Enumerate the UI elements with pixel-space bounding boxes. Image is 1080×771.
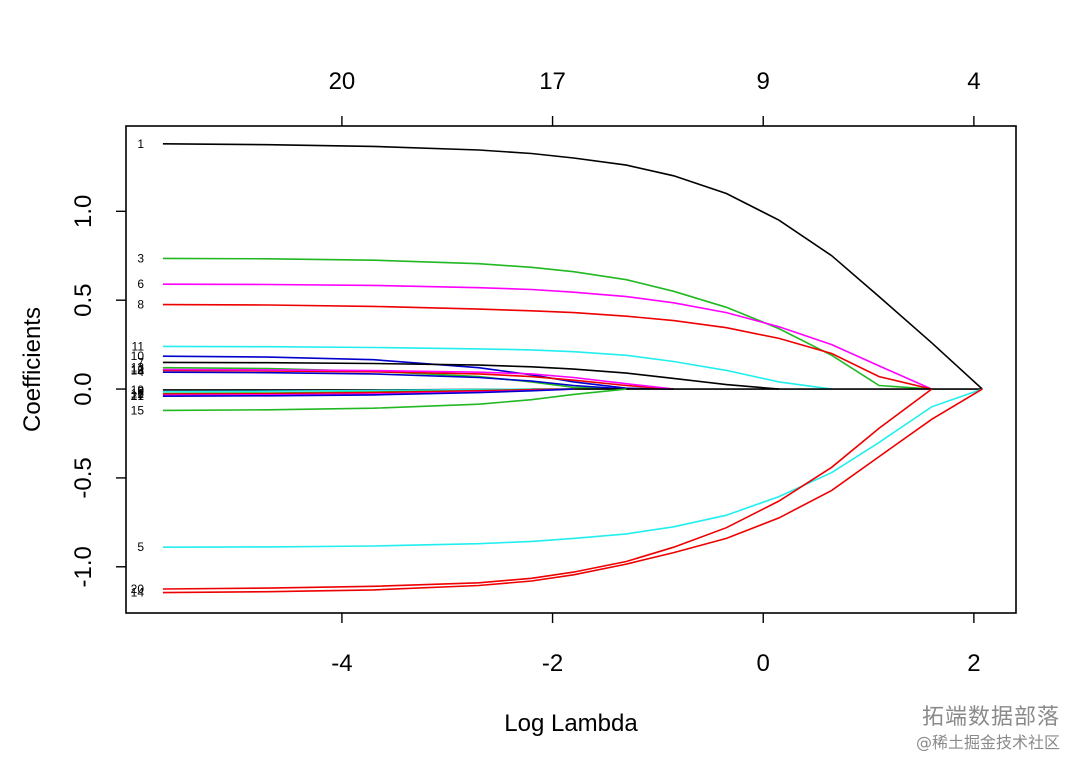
- y-tick-label: -0.5: [70, 457, 97, 498]
- series-line-11: [162, 345, 832, 390]
- series-label-13: 13: [131, 361, 145, 375]
- series-line-4: [162, 371, 627, 390]
- y-tick-label: 1.0: [70, 195, 97, 228]
- series-line-5: [162, 388, 983, 549]
- series-line-20: [162, 388, 933, 590]
- series-line-21: [162, 388, 574, 398]
- plot-frame: [125, 125, 1017, 614]
- series-label-15: 15: [131, 403, 145, 417]
- series-label-10: 10: [131, 349, 145, 363]
- top-axis: 20 17 9 4: [329, 68, 981, 126]
- top-tick-label: 20: [329, 68, 356, 95]
- watermark-subtitle: @稀土掘金技术社区: [915, 733, 1060, 752]
- x-tick-label: -2: [542, 650, 563, 677]
- series-label-17: 17: [131, 388, 145, 402]
- series-label-6: 6: [137, 277, 144, 291]
- x-axis: -4 -2 0 2: [331, 613, 981, 677]
- series-line-1: [162, 143, 983, 390]
- x-axis-title: Log Lambda: [504, 710, 638, 737]
- y-axis: -1.0 -0.5 0.0 0.5 1.0: [70, 195, 126, 587]
- y-tick-label: -1.0: [70, 546, 97, 587]
- y-axis-title: Coefficients: [19, 307, 46, 432]
- series-line-3: [162, 257, 932, 390]
- y-tick-label: 0.5: [70, 283, 97, 316]
- series-line-6: [162, 283, 933, 390]
- series-lines: [162, 143, 983, 594]
- series-label-19: 19: [131, 383, 145, 397]
- series-label-1: 1: [137, 137, 144, 151]
- series-label-12: 12: [131, 363, 145, 377]
- series-label-18: 18: [131, 363, 145, 377]
- x-tick-label: -4: [331, 650, 352, 677]
- series-line-12: [162, 368, 674, 390]
- top-tick-label: 17: [539, 68, 566, 95]
- series-label-8: 8: [137, 298, 144, 312]
- series-label-2: 2: [137, 387, 144, 401]
- top-tick-label: 9: [757, 68, 770, 95]
- series-label-7: 7: [137, 355, 144, 369]
- series-line-13: [162, 366, 627, 390]
- watermark-title: 拓端数据部落: [921, 705, 1060, 730]
- series-line-18: [162, 369, 674, 390]
- series-label-21: 21: [131, 389, 145, 403]
- series-label-9: 9: [137, 385, 144, 399]
- series-label-11: 11: [132, 339, 145, 353]
- top-tick-label: 4: [967, 68, 980, 95]
- x-tick-label: 0: [757, 650, 770, 677]
- series-line-7: [162, 361, 780, 390]
- series-line-10: [162, 355, 674, 390]
- series-line-8: [162, 303, 932, 390]
- series-label-4: 4: [137, 365, 144, 379]
- series-line-15: [162, 388, 627, 412]
- series-label-5: 5: [137, 540, 144, 554]
- y-tick-label: 0.0: [70, 372, 97, 405]
- series-label-16: 16: [131, 387, 145, 401]
- watermark: 拓端数据部落 @稀土掘金技术社区: [916, 699, 1060, 753]
- series-line-14: [162, 388, 983, 594]
- series-label-20: 20: [131, 582, 145, 596]
- series-label-14: 14: [131, 586, 145, 600]
- x-tick-label: 2: [967, 650, 980, 677]
- series-label-3: 3: [137, 251, 144, 265]
